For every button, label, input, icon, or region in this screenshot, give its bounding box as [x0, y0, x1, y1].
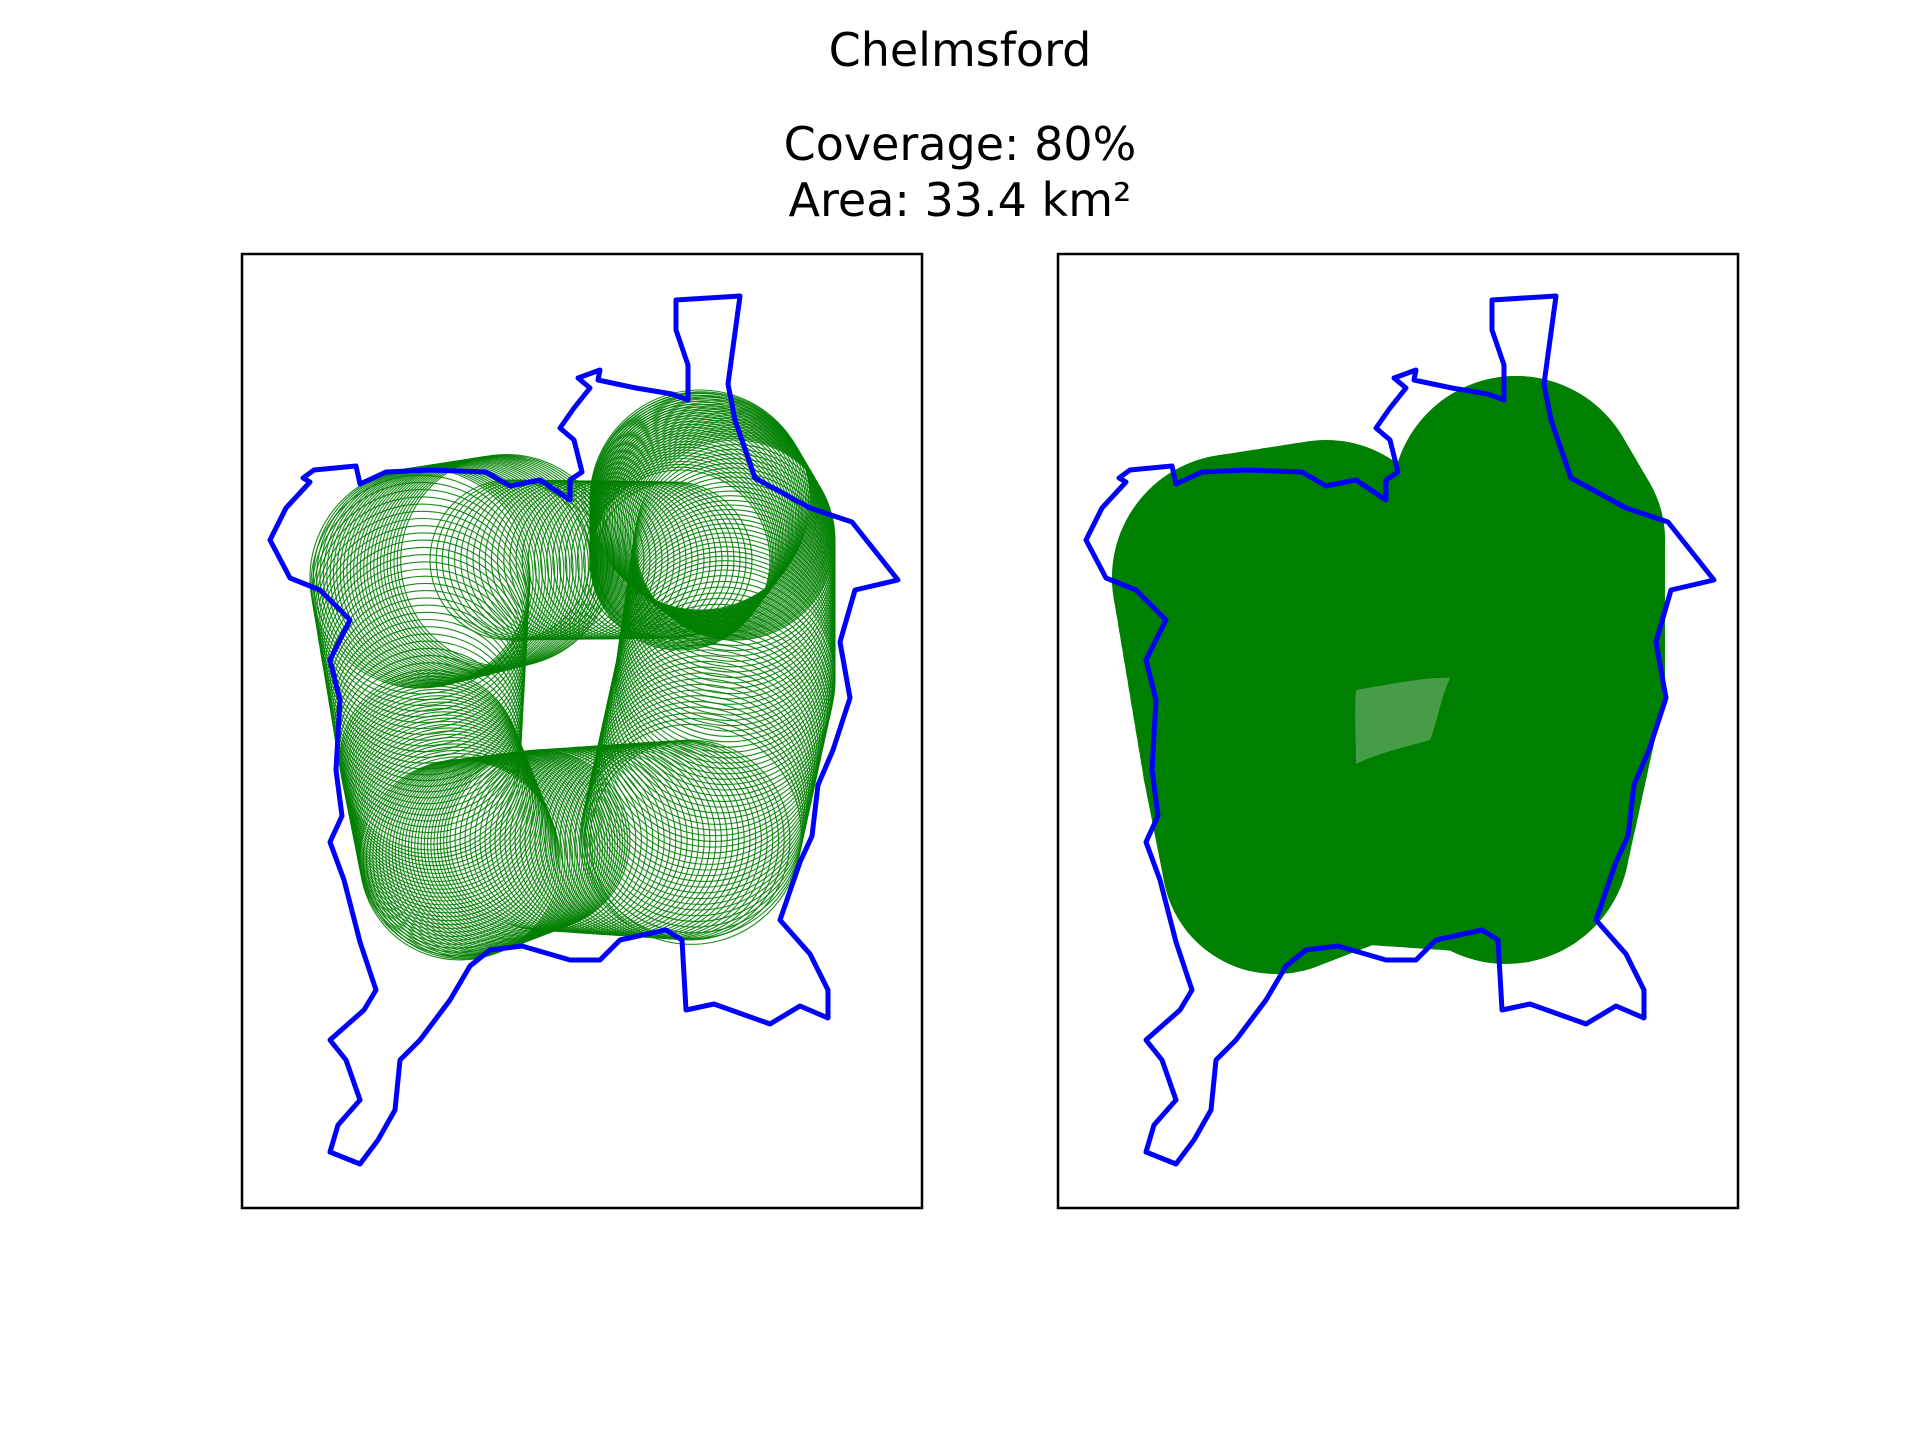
coverage-circle — [618, 421, 827, 630]
coverage-circle — [580, 723, 802, 945]
coverage-label: Coverage: 80% — [783, 117, 1137, 171]
coverage-circle — [595, 396, 815, 615]
coverage-fill-disc — [1112, 454, 1360, 702]
coverage-circle — [592, 393, 813, 613]
coverage-circle — [584, 706, 806, 928]
coverage-circle — [589, 683, 811, 905]
right-coverage-area — [1112, 376, 1666, 974]
left-map-panel — [240, 252, 924, 1210]
left-coverage-circles — [309, 389, 836, 961]
coverage-circle — [524, 744, 717, 936]
coverage-circle — [616, 419, 826, 629]
right-map-panel — [1056, 252, 1740, 1210]
coverage-circle — [589, 389, 811, 611]
coverage-circle — [509, 745, 700, 935]
coverage-circle — [586, 695, 809, 917]
coverage-circle — [499, 745, 688, 935]
coverage-circle — [489, 746, 677, 934]
coverage-circle — [594, 394, 814, 614]
area-label: Area: 33.4 km² — [788, 173, 1132, 227]
coverage-circle — [613, 416, 824, 627]
coverage-circle — [474, 747, 660, 933]
coverage-circle — [484, 746, 671, 934]
coverage-circle — [464, 748, 648, 932]
coverage-gap — [1355, 677, 1450, 764]
coverage-circle — [620, 423, 828, 631]
figure-title: Chelmsford — [828, 23, 1092, 77]
